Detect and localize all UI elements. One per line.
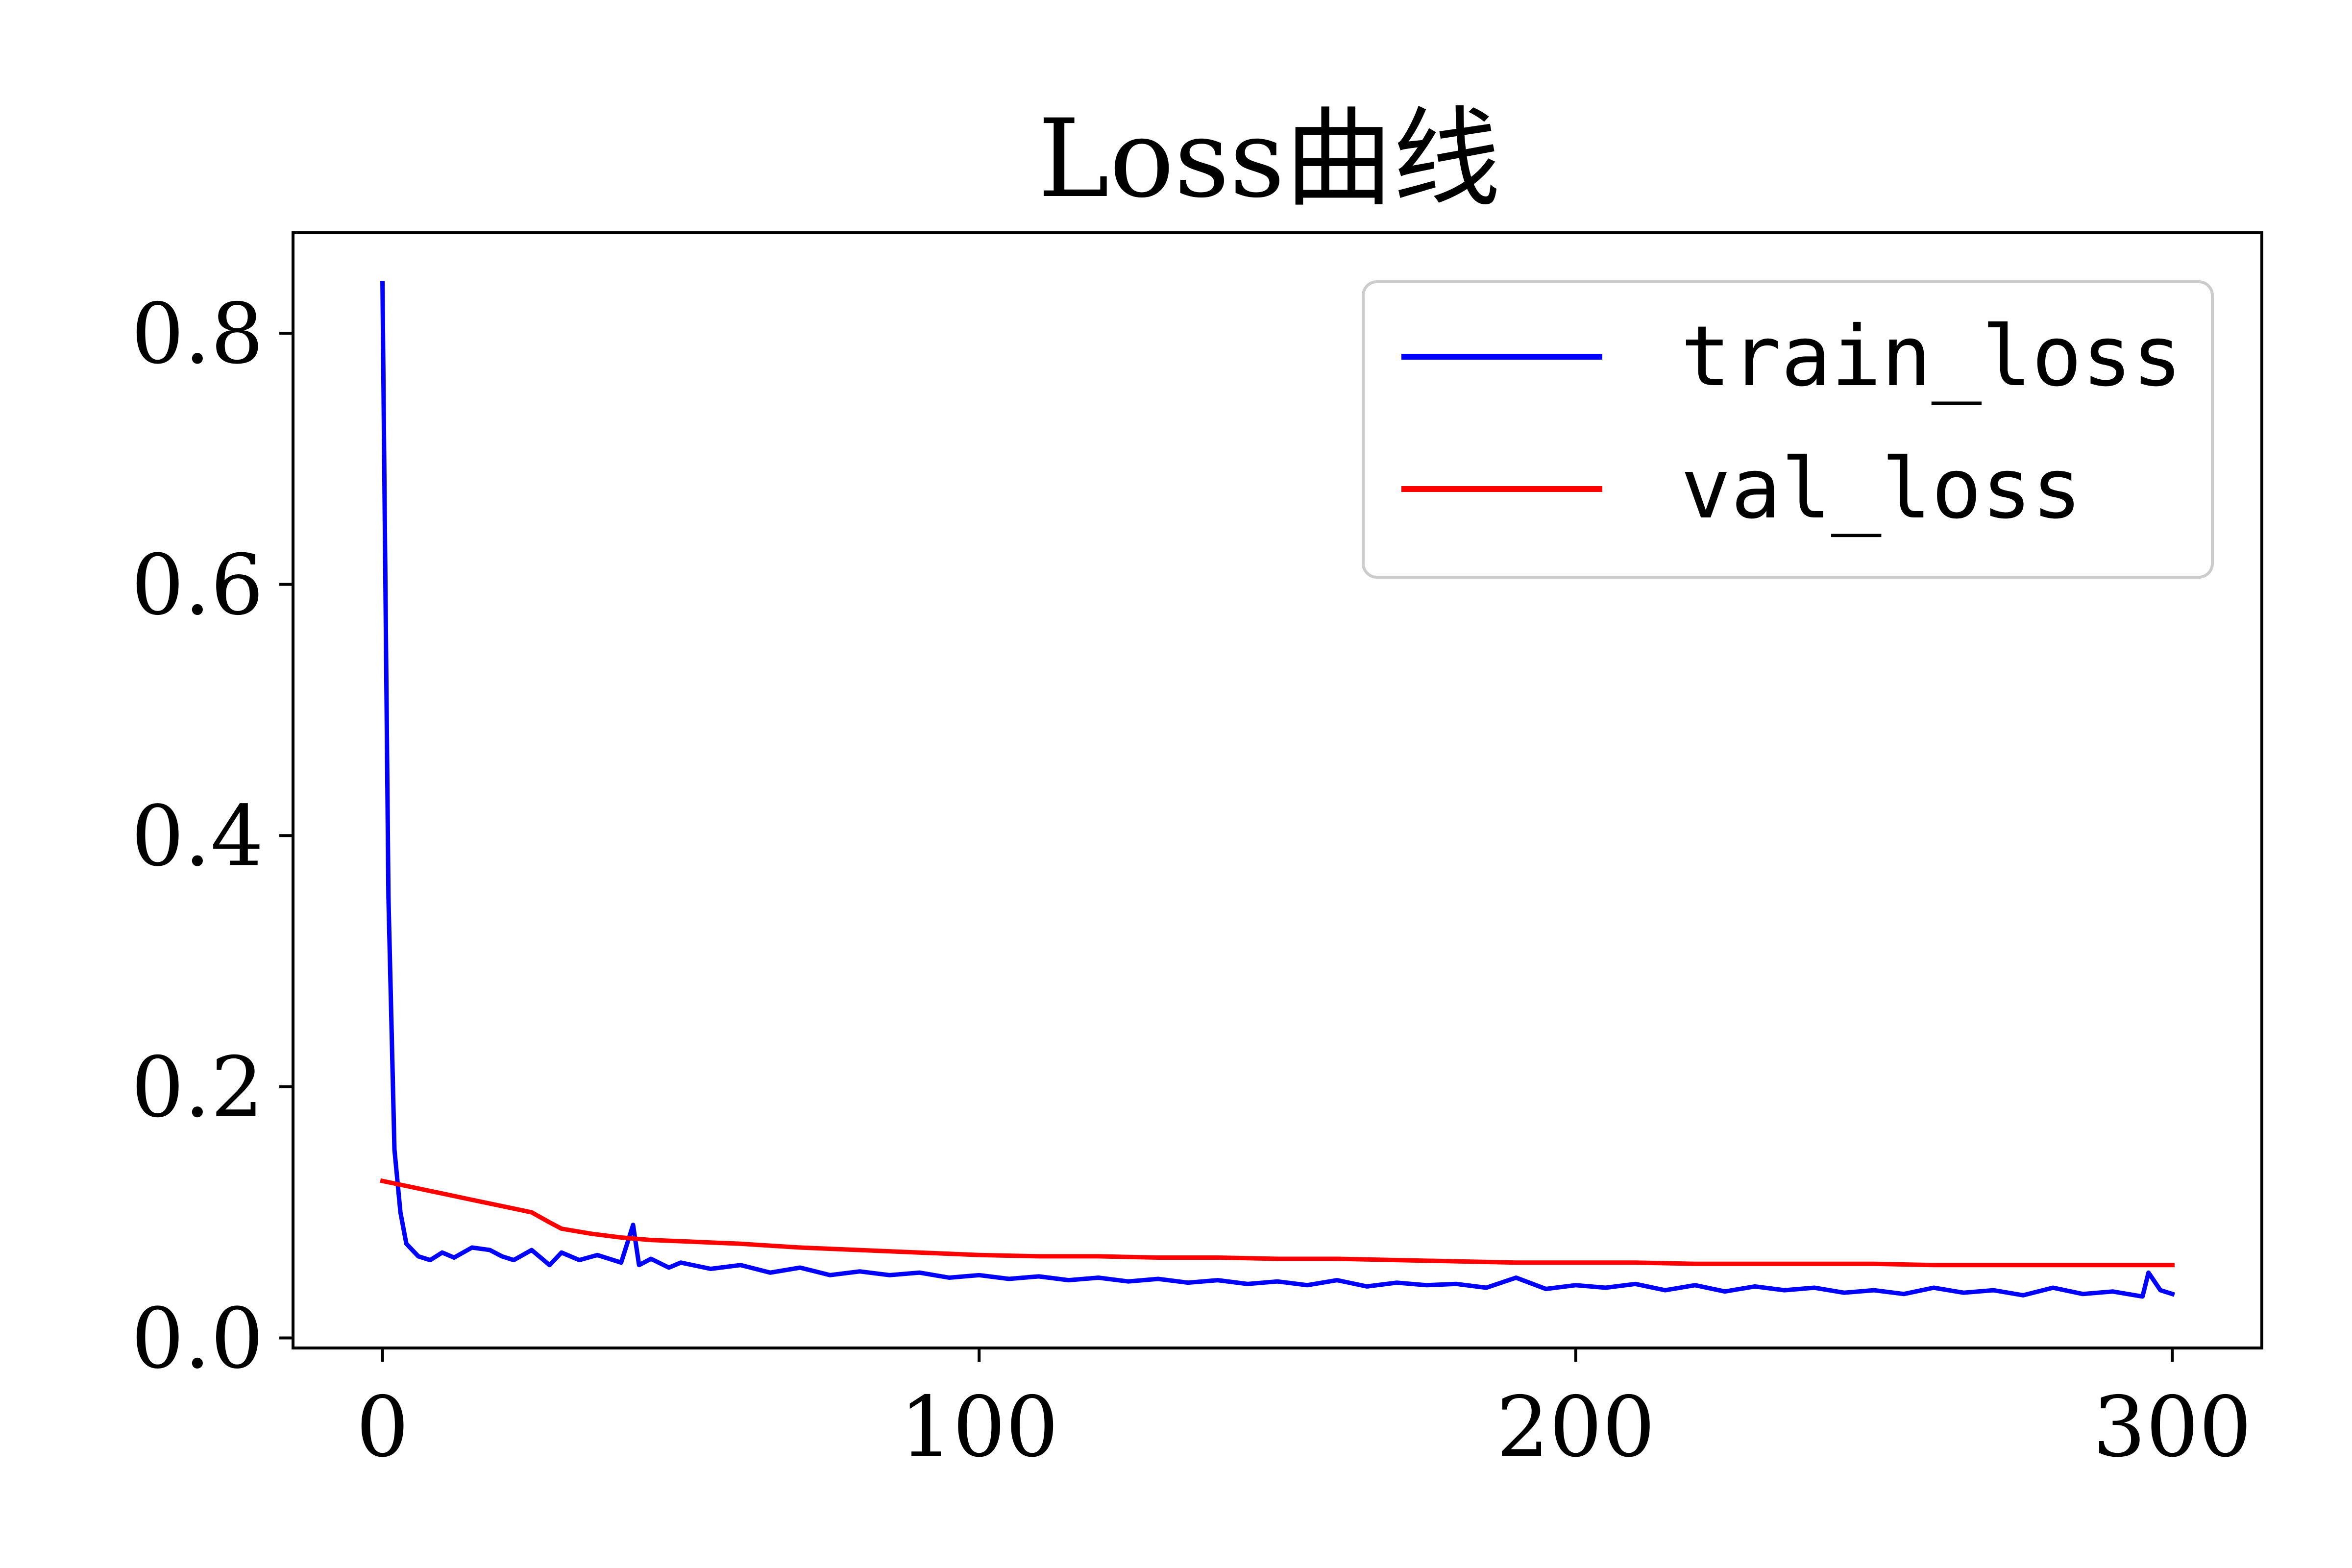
- y-tick-label: 0.0: [131, 1290, 264, 1387]
- series-layer: [380, 280, 2176, 1299]
- y-tick-label: 0.8: [131, 286, 264, 383]
- y-axis: 0.0 0.2 0.4 0.6 0.8: [131, 286, 293, 1387]
- x-axis: 0 100 200 300: [356, 1348, 2252, 1476]
- y-tick-label: 0.4: [131, 788, 264, 885]
- x-tick-label: 100: [900, 1379, 1058, 1476]
- legend-label-train-loss: train_loss: [1681, 308, 2182, 405]
- x-tick-label: 300: [2093, 1379, 2252, 1476]
- chart-title: Loss曲线: [1038, 96, 1500, 221]
- legend: train_loss val_loss: [1362, 280, 2214, 579]
- series-line-val-loss: [380, 1178, 2175, 1268]
- legend-label-val-loss: val_loss: [1681, 441, 2082, 538]
- series-line-train-loss: [380, 280, 2176, 1299]
- y-tick-label: 0.6: [131, 537, 264, 634]
- plot-area: [292, 231, 2263, 1349]
- y-tick-label: 0.2: [131, 1039, 264, 1136]
- x-tick-label: 0: [356, 1379, 409, 1476]
- x-tick-label: 200: [1496, 1379, 1655, 1476]
